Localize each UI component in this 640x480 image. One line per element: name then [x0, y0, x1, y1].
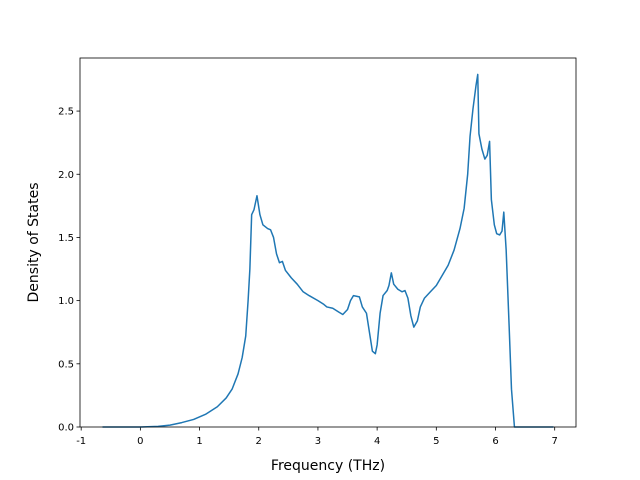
line-series [102, 73, 554, 428]
axes-frame [79, 57, 577, 428]
y-tick-label: 1.5 [58, 233, 74, 244]
y-tick-label: 1.0 [58, 296, 74, 307]
x-tick-label: 3 [315, 436, 321, 447]
y-tick-label: 2.0 [58, 170, 74, 181]
y-tick-label: 0.5 [58, 359, 74, 370]
x-tick-label: 5 [433, 436, 439, 447]
x-tick-label: 4 [374, 436, 380, 447]
x-tick-label: 7 [552, 436, 558, 447]
y-tick-label: 2.5 [58, 107, 74, 118]
y-tick-label: 0.0 [58, 423, 74, 434]
x-tick-label: 2 [256, 436, 262, 447]
x-tick-label: 6 [492, 436, 498, 447]
y-axis-label: Density of States [26, 183, 42, 303]
x-axis-label: Frequency (THz) [271, 458, 385, 474]
x-tick-label: 1 [196, 436, 202, 447]
x-tick-label: 0 [137, 436, 143, 447]
x-tick-label: -1 [76, 436, 86, 447]
